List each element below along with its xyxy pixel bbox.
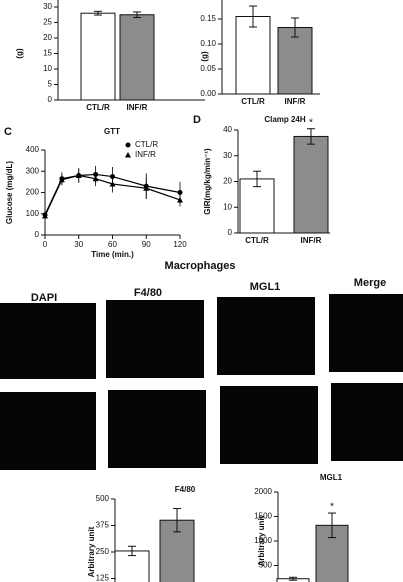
y-axis-label: Glucose (mg/dL) xyxy=(5,161,14,224)
bar xyxy=(119,14,155,101)
y-tick-label: 40 xyxy=(223,125,232,134)
x-tick-label: INF/R xyxy=(285,97,306,106)
legend-label: CTL/R xyxy=(135,140,158,149)
significance: * xyxy=(309,117,313,128)
column-header: MGL1 xyxy=(250,281,281,293)
y-tick-label: 10 xyxy=(223,202,232,211)
y-tick-label: 0 xyxy=(228,228,233,237)
y-tick-label: 375 xyxy=(96,521,110,530)
point xyxy=(58,176,65,183)
x-tick-label: INF/R xyxy=(127,103,148,112)
y-tick-label: 0.05 xyxy=(200,64,216,73)
image xyxy=(217,297,315,375)
panel-letter: C xyxy=(4,126,12,138)
point xyxy=(42,212,48,219)
y-tick-label: 300 xyxy=(26,166,40,175)
image xyxy=(106,300,204,378)
y-axis-label: (g) xyxy=(15,48,24,59)
y-tick-label: 30 xyxy=(43,2,52,11)
column-header: Merge xyxy=(354,277,386,289)
y-axis-label: Arbitrary unit xyxy=(257,515,266,566)
image xyxy=(0,392,96,470)
micrographs xyxy=(0,294,403,470)
y-tick-label: 2000 xyxy=(254,487,272,496)
y-tick-label: 15 xyxy=(43,49,52,58)
image xyxy=(329,294,403,372)
image xyxy=(0,303,96,379)
point xyxy=(177,190,183,195)
x-tick-label: CTL/R xyxy=(86,103,110,112)
y-tick-label: 20 xyxy=(223,177,232,186)
section-title: Macrophages xyxy=(165,260,236,272)
chart-title: Clamp 24H xyxy=(264,115,306,124)
y-tick-label: 500 xyxy=(259,561,273,570)
y-tick-label: 0 xyxy=(48,95,53,104)
y-tick-label: 500 xyxy=(96,494,110,503)
chart-title: GTT xyxy=(104,127,120,136)
x-tick-label: 90 xyxy=(142,240,151,249)
y-tick-label: 20 xyxy=(43,33,52,42)
point xyxy=(75,172,82,178)
y-tick-label: 1500 xyxy=(254,512,272,521)
y-tick-label: 10 xyxy=(43,64,52,73)
y-axis-label: GIR(mg/kg/min⁻¹) xyxy=(203,148,212,215)
y-tick-label: 1000 xyxy=(254,536,272,545)
x-tick-label: 60 xyxy=(108,240,117,249)
y-tick-label: 0.15 xyxy=(200,14,216,23)
bar xyxy=(235,16,271,95)
y-tick-label: 125 xyxy=(96,574,110,582)
y-tick-label: 400 xyxy=(26,145,40,154)
x-tick-label: 120 xyxy=(173,240,187,249)
x-tick-label: CTL/R xyxy=(241,97,265,106)
x-tick-label: 0 xyxy=(43,240,48,249)
bar xyxy=(293,135,329,234)
x-tick-label: CTL/R xyxy=(245,236,269,245)
image xyxy=(220,386,318,464)
x-tick-label: 30 xyxy=(74,240,83,249)
significance: * xyxy=(330,502,334,513)
y-tick-label: 0.00 xyxy=(200,89,216,98)
y-tick-label: 25 xyxy=(43,18,52,27)
point xyxy=(177,196,183,203)
y-axis-label: Arbitrary unit xyxy=(87,526,96,577)
chart-title: MGL1 xyxy=(320,473,343,482)
point xyxy=(109,181,116,187)
legend-marker xyxy=(125,142,131,148)
y-tick-label: 0.10 xyxy=(200,39,216,48)
y-tick-label: 100 xyxy=(26,209,40,218)
y-tick-label: 0 xyxy=(35,230,40,239)
point xyxy=(92,175,99,182)
x-tick-label: INF/R xyxy=(301,236,322,245)
y-tick-label: 200 xyxy=(26,188,40,197)
column-header: DAPI xyxy=(31,292,57,304)
y-tick-label: 250 xyxy=(96,547,110,556)
legend-marker xyxy=(125,152,131,158)
y-tick-label: 5 xyxy=(48,80,53,89)
legend-label: INF/R xyxy=(135,150,156,159)
y-tick-label: 30 xyxy=(223,151,232,160)
chart-title: F4/80 xyxy=(175,485,196,494)
column-header: F4/80 xyxy=(134,287,162,299)
y-axis-label: (g) xyxy=(200,51,209,62)
image xyxy=(331,383,403,461)
bar xyxy=(277,27,313,95)
bar xyxy=(80,12,116,101)
point xyxy=(143,185,150,191)
x-axis-label: Time (min.) xyxy=(91,250,134,259)
panel-letter: D xyxy=(193,114,201,126)
image xyxy=(108,390,206,468)
